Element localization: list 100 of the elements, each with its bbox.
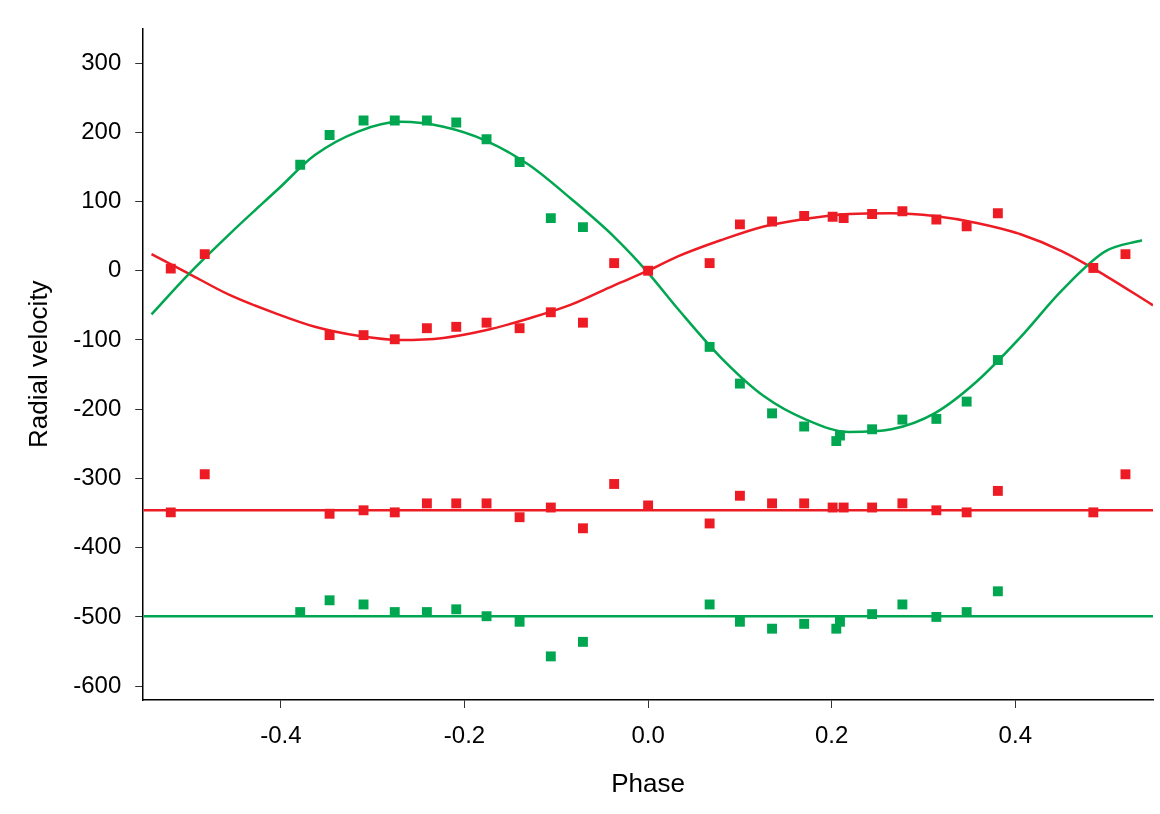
point	[799, 421, 810, 432]
point	[324, 508, 335, 519]
x-tick-label: 0.4	[998, 721, 1032, 749]
point	[992, 208, 1003, 219]
point	[799, 618, 810, 629]
point	[931, 505, 942, 516]
point	[165, 263, 176, 274]
point	[324, 330, 335, 341]
y-tick-label: -300	[73, 463, 122, 491]
x-tick-label: -0.2	[443, 721, 486, 749]
x-tick-label: 0.0	[631, 721, 665, 749]
point	[481, 498, 492, 509]
y-tick-label: -400	[73, 532, 122, 560]
point	[961, 221, 972, 232]
point	[451, 498, 462, 509]
point	[961, 396, 972, 407]
point	[734, 378, 745, 389]
point	[577, 523, 588, 534]
point	[827, 211, 838, 222]
point	[481, 317, 492, 328]
y-tick-label: -500	[73, 601, 122, 629]
point	[577, 636, 588, 647]
point	[867, 424, 878, 435]
point	[767, 408, 777, 419]
point	[835, 616, 845, 627]
point	[165, 507, 176, 518]
point	[897, 498, 908, 509]
y-tick-label: -600	[73, 670, 122, 698]
point	[734, 219, 745, 230]
point	[838, 502, 849, 513]
point	[867, 609, 878, 620]
point	[734, 616, 745, 627]
point	[545, 651, 556, 662]
point	[838, 213, 849, 224]
y-tick-label: -100	[73, 324, 122, 352]
point	[1120, 469, 1131, 480]
x-tick-label: -0.4	[260, 721, 302, 749]
point	[835, 430, 845, 441]
point	[199, 249, 210, 260]
point	[931, 214, 942, 225]
point	[931, 413, 942, 424]
point	[421, 498, 432, 509]
y-tick-label: 300	[81, 47, 122, 75]
point	[481, 611, 492, 622]
point	[992, 355, 1003, 365]
point	[734, 490, 745, 501]
point	[704, 341, 715, 352]
point	[481, 134, 492, 145]
point	[324, 595, 335, 606]
point	[704, 599, 715, 610]
point	[992, 485, 1003, 496]
point	[577, 222, 588, 233]
point	[992, 586, 1003, 597]
point	[704, 518, 715, 529]
point	[897, 206, 908, 217]
point	[767, 623, 777, 634]
point	[609, 258, 620, 269]
point	[897, 599, 908, 610]
point	[545, 307, 556, 318]
point	[421, 115, 432, 126]
point	[451, 604, 462, 615]
point	[358, 505, 369, 516]
point	[514, 512, 525, 523]
point	[767, 498, 777, 509]
point	[324, 130, 335, 140]
point	[609, 479, 620, 489]
point	[704, 258, 715, 269]
point	[421, 323, 432, 334]
point	[295, 159, 306, 170]
point	[358, 330, 369, 341]
point	[514, 616, 525, 627]
point	[199, 469, 210, 480]
y-tick-label: 200	[81, 116, 122, 144]
point	[577, 317, 588, 328]
point	[897, 414, 908, 425]
point	[514, 323, 525, 334]
x-tick-label: 0.2	[815, 721, 849, 749]
y-tick-label: -200	[73, 393, 122, 421]
point	[1120, 249, 1131, 260]
point	[799, 211, 810, 221]
point	[961, 507, 972, 518]
point	[1088, 263, 1099, 273]
point	[767, 216, 777, 227]
y-tick-label: 100	[81, 186, 122, 214]
y-axis-title: Radial velocity	[22, 280, 53, 449]
y-tick-label: 0	[107, 255, 122, 283]
point	[1088, 507, 1099, 518]
point	[389, 334, 400, 345]
point	[389, 115, 400, 126]
point	[514, 157, 525, 167]
point	[867, 209, 878, 219]
point	[931, 611, 942, 622]
point	[545, 502, 556, 513]
point	[867, 502, 878, 513]
point	[799, 498, 810, 509]
point	[643, 265, 654, 276]
point	[827, 502, 838, 513]
x-axis-title: Phase	[611, 767, 685, 798]
point	[451, 321, 462, 332]
point	[545, 213, 556, 224]
